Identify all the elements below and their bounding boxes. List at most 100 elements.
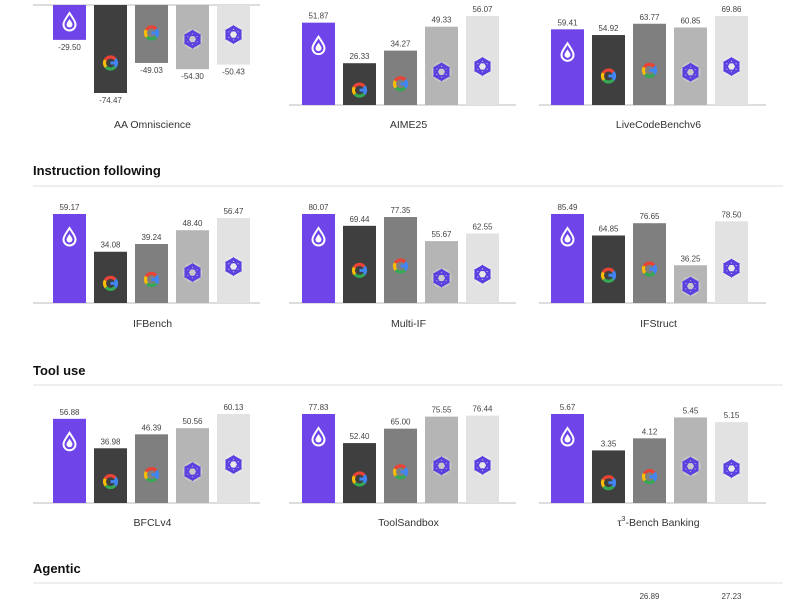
google-g-icon [641,261,658,277]
value-label: 26.33 [349,52,370,61]
value-label: 5.15 [724,411,740,420]
bar [425,241,458,303]
caption-base: τ [617,517,622,529]
knot-logo-icon [431,268,452,289]
value-label: 26.89 [639,592,660,600]
google-g-icon [102,55,119,71]
value-label: 85.49 [557,203,578,212]
drop-logo-icon [62,431,77,452]
value-label: 5.45 [683,406,699,415]
value-label: -29.50 [58,43,81,52]
chart-panel: 85.49 64.85 76.65 36.25 78.50 IFStruct [539,203,766,330]
section-title: Tool use [33,363,85,378]
value-label: 56.88 [59,408,80,417]
chart-caption: Multi-IF [391,318,426,330]
google-g-icon [641,62,658,78]
bar [466,233,499,303]
value-label: 64.85 [598,224,619,233]
chart-panel: -29.50 -74.47 -49.03 -54.30 -50.43 AA Omnisci… [33,4,260,131]
value-label: 51.87 [308,12,329,21]
knot-logo-icon [223,256,244,277]
value-label: 59.41 [557,18,578,27]
value-label: 56.47 [223,207,244,216]
knot-logo-icon [223,24,244,45]
value-label: 76.44 [472,405,493,414]
chart-panel: 26.89 [639,592,660,600]
drop-logo-icon [311,426,326,447]
value-label: 3.35 [601,439,617,448]
value-label: 75.55 [431,406,452,415]
value-label: 48.40 [182,219,203,228]
knot-logo-icon [680,276,701,297]
caption-rest: -Bench Banking [625,517,699,529]
drop-logo-icon [311,226,326,247]
section-title: Agentic [33,561,81,576]
value-label: 60.13 [223,403,244,412]
knot-logo-icon [472,264,493,285]
value-label: 34.08 [100,241,121,250]
bar [176,5,209,70]
section-title: Instruction following [33,163,161,178]
value-label: 55.67 [431,230,452,239]
value-label: 56.07 [472,5,493,14]
chart-panel: 5.67 3.35 4.12 5.45 5.15 τ3-Bench Banking [539,403,766,529]
chart-panel: 80.07 69.44 77.35 55.67 62.55 Multi-IF [289,203,516,330]
value-label: 78.50 [721,210,742,219]
google-g-icon [392,258,409,274]
google-g-icon [600,68,617,84]
bar [715,16,748,105]
bar [217,414,250,503]
google-g-icon [351,82,368,98]
chart-panel: 59.41 54.92 63.77 60.85 69.86 LiveCodeBenchv6 [539,5,766,131]
value-label: 80.07 [308,203,329,212]
bar [466,415,499,503]
chart-caption: AIME25 [390,119,428,131]
value-label: -54.30 [181,72,204,81]
chart-panel: 56.88 36.98 46.39 50.56 60.13 BFCLv4 [33,403,260,529]
value-label: 49.33 [431,16,452,25]
google-g-icon [392,464,409,480]
chart-caption: IFBench [133,318,172,330]
knot-logo-icon [223,454,244,475]
bar [715,422,748,503]
google-g-icon [392,76,409,92]
knot-logo-icon [680,62,701,83]
drop-logo-icon [62,11,77,32]
drop-logo-icon [311,34,326,56]
bar [425,416,458,503]
bar [674,417,707,503]
knot-logo-icon [182,461,203,482]
bar [466,16,499,105]
value-label: 65.00 [390,418,411,427]
google-g-icon [351,262,368,278]
value-label: 50.56 [182,417,203,426]
chart-caption: IFStruct [640,318,677,330]
value-label: 69.44 [349,215,370,224]
knot-logo-icon [472,56,493,77]
google-g-icon [143,271,160,288]
bar [94,5,127,93]
google-g-icon [143,467,160,483]
drop-logo-icon [560,41,575,62]
knot-logo-icon [721,56,742,77]
google-g-icon [102,474,119,490]
value-label: 27.23 [721,592,742,600]
value-label: 54.92 [598,24,619,33]
chart-caption: τ3-Bench Banking [617,516,699,529]
chart-panel: 51.87 26.33 34.27 49.33 56.07 AIME25 [289,5,516,131]
bar [674,27,707,105]
charts: -29.50 -74.47 -49.03 -54.30 -50.43 AA Omnisci… [33,4,766,600]
value-label: 69.86 [721,5,742,14]
chart-panel: 59.17 34.08 39.24 48.40 56.47 IFBench [33,203,260,330]
knot-logo-icon [182,262,203,283]
value-label: 36.98 [100,437,121,446]
value-label: 77.35 [390,206,411,215]
value-label: 77.83 [308,403,329,412]
bar [674,265,707,303]
bar [176,230,209,303]
value-label: 46.39 [141,423,162,432]
value-label: 34.27 [390,40,411,49]
google-g-icon [102,275,119,291]
chart-caption: BFCLv4 [134,517,172,529]
